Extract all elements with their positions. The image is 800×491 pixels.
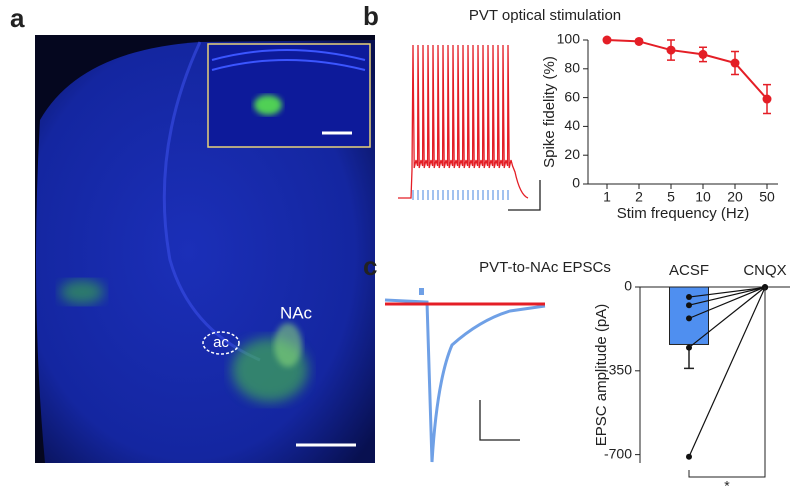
- x-tick-label: 5: [667, 189, 675, 205]
- y-tick-label: 100: [557, 31, 581, 47]
- tissue-boundary: [162, 41, 261, 362]
- x-tick-label: 2: [635, 189, 643, 205]
- data-line: [606, 39, 768, 100]
- stim-pulses: [412, 190, 509, 200]
- pair-line: [688, 286, 766, 319]
- inset: [207, 43, 371, 148]
- data-point: [698, 49, 708, 59]
- y-tick-label: 40: [564, 117, 580, 133]
- data-point: [686, 294, 692, 301]
- voltage-trace: [398, 44, 529, 199]
- inset-structure: [211, 49, 366, 71]
- x-tick-label: CNQX: [743, 262, 786, 279]
- panel-label: b: [363, 1, 379, 31]
- y-tick-label: 60: [564, 88, 580, 104]
- pair-line: [688, 286, 766, 349]
- y-tick-label: 20: [564, 146, 580, 162]
- fluorescence: [254, 95, 282, 115]
- panel-label: c: [363, 251, 377, 281]
- scale-bar: [479, 400, 520, 441]
- data-point: [686, 453, 692, 460]
- fluorescence: [60, 280, 104, 304]
- data-point: [602, 35, 612, 45]
- data-point: [634, 36, 644, 46]
- x-axis-label: Stim frequency (Hz): [617, 205, 750, 222]
- data-point: [686, 315, 692, 322]
- y-tick-label: -350: [604, 362, 632, 378]
- pair-line: [688, 286, 766, 306]
- ac-outline: [202, 331, 240, 355]
- significance-label: *: [724, 478, 730, 491]
- data-point: [762, 94, 772, 104]
- x-tick-label: ACSF: [669, 262, 709, 279]
- y-tick-label: 0: [572, 175, 580, 191]
- image-label: NAc: [280, 303, 313, 322]
- fluorescence: [274, 323, 302, 367]
- image-label: ac: [213, 334, 229, 351]
- y-tick-label: 80: [564, 60, 580, 76]
- panel-label: a: [10, 3, 25, 33]
- y-tick-label: -700: [604, 445, 632, 461]
- data-point: [686, 344, 692, 351]
- x-tick-label: 50: [759, 189, 775, 205]
- y-axis-label: EPSC amplitude (pA): [593, 304, 610, 447]
- x-tick-label: 20: [727, 189, 743, 205]
- y-tick-label: 0: [624, 278, 632, 294]
- data-point: [666, 45, 676, 55]
- significance-bracket: [688, 287, 766, 478]
- chart-title: PVT optical stimulation: [469, 7, 621, 24]
- epsc-trace: [384, 298, 546, 463]
- data-point: [686, 302, 692, 309]
- stim-marker: [419, 288, 424, 295]
- chart-title: PVT-to-NAc EPSCs: [479, 259, 611, 276]
- pair-line: [688, 286, 766, 298]
- x-tick-label: 10: [695, 189, 711, 205]
- x-tick-label: 1: [603, 189, 611, 205]
- pair-line: [688, 287, 766, 458]
- data-point: [730, 58, 740, 68]
- y-axis-label: Spike fidelity (%): [541, 56, 558, 168]
- scale-bar: [508, 180, 541, 211]
